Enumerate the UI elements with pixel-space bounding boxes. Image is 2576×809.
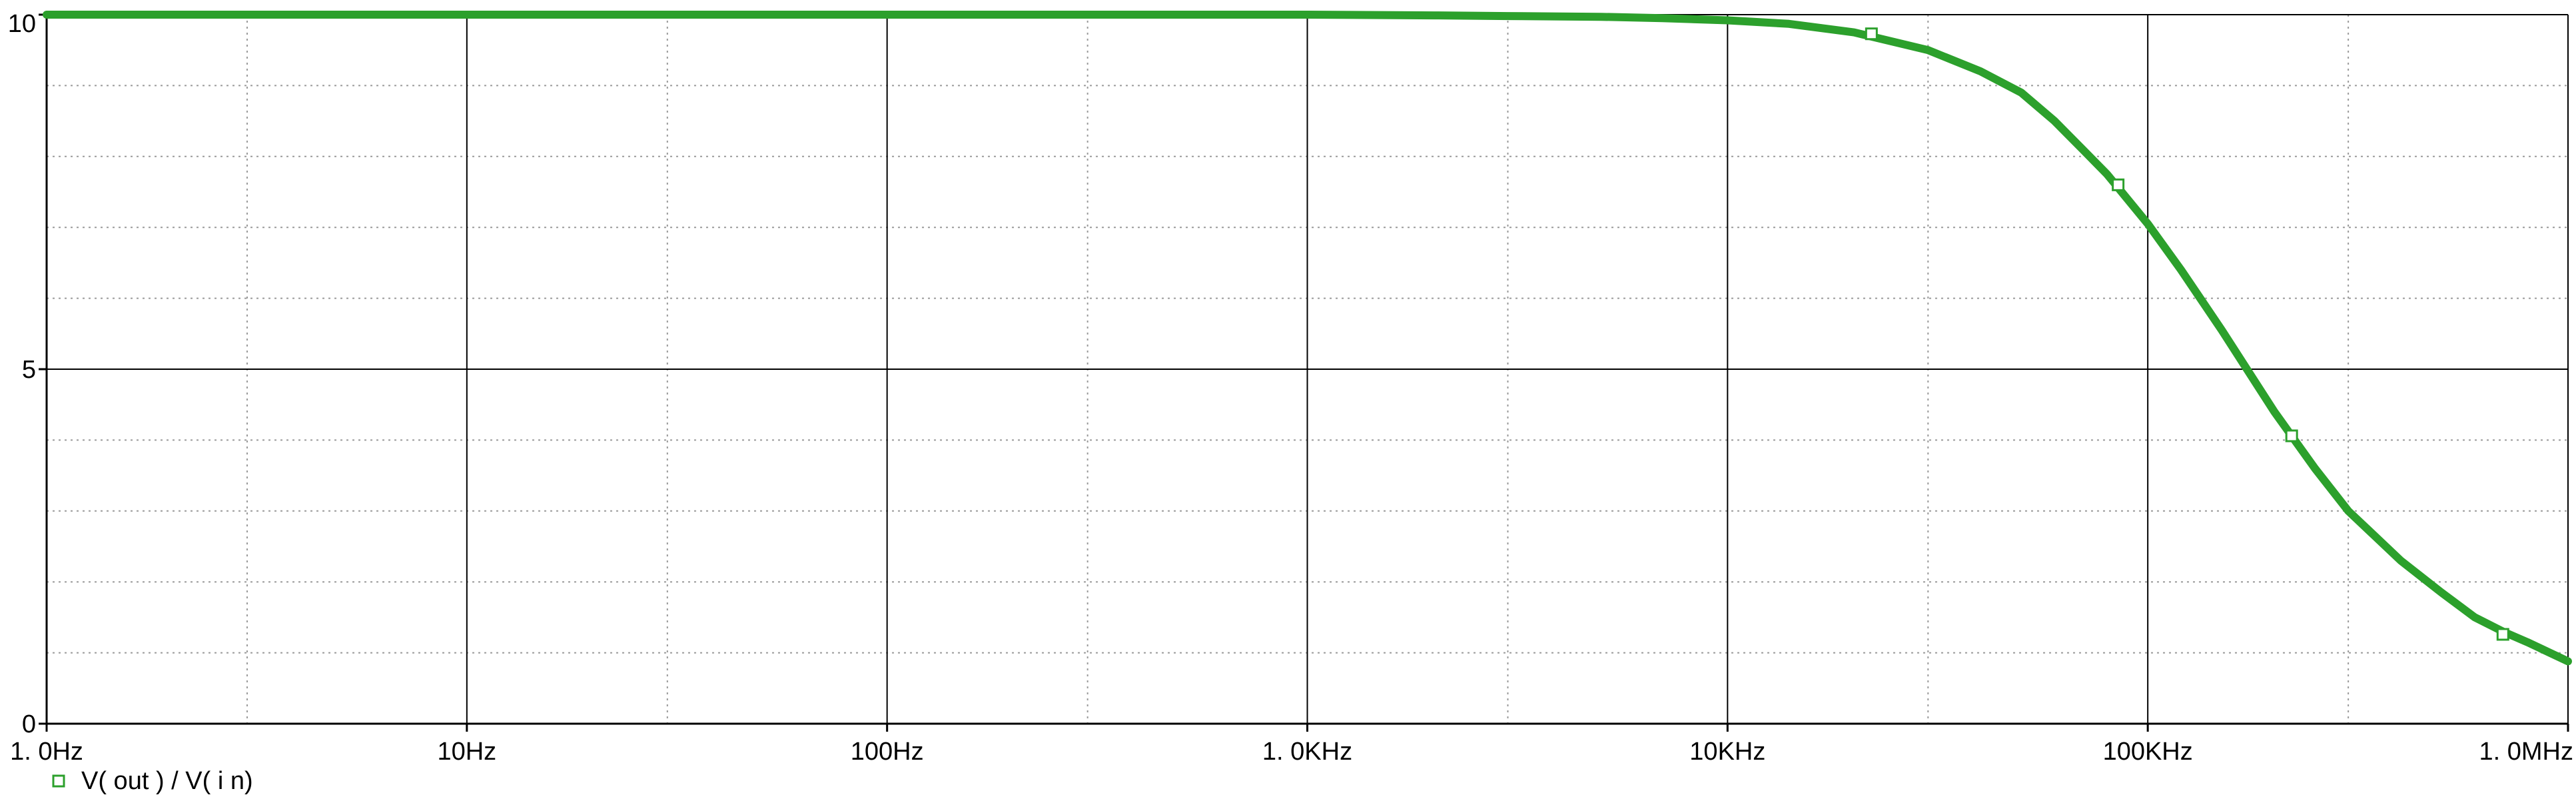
series-line	[43, 11, 2572, 666]
y-tick-label: 10	[8, 10, 36, 38]
x-tick-label: 10KHz	[1689, 738, 1765, 766]
series-marker	[2112, 178, 2125, 191]
y-tick-label: 0	[22, 710, 36, 738]
legend: V( out ) / V( i n)	[52, 767, 253, 795]
x-tick-label: 100Hz	[851, 738, 924, 766]
legend-marker	[52, 774, 65, 788]
legend-label: V( out ) / V( i n)	[81, 767, 253, 795]
y-tick-label: 5	[22, 356, 36, 384]
series-marker	[2496, 628, 2509, 641]
series-marker	[1865, 27, 1878, 41]
series-marker	[2285, 429, 2298, 442]
x-tick-label: 10Hz	[437, 738, 496, 766]
x-tick-label: 100KHz	[2103, 738, 2193, 766]
x-tick-label: 1. 0Hz	[10, 738, 83, 766]
series	[43, 11, 2572, 666]
x-tick-label: 1. 0KHz	[1262, 738, 1352, 766]
x-tick-label: 1. 0MHz	[2479, 738, 2573, 766]
tick-labels: 1. 0Hz 10Hz 100Hz 1. 0KHz 10KHz 100KHz 1. 0MHz…	[8, 10, 2573, 766]
